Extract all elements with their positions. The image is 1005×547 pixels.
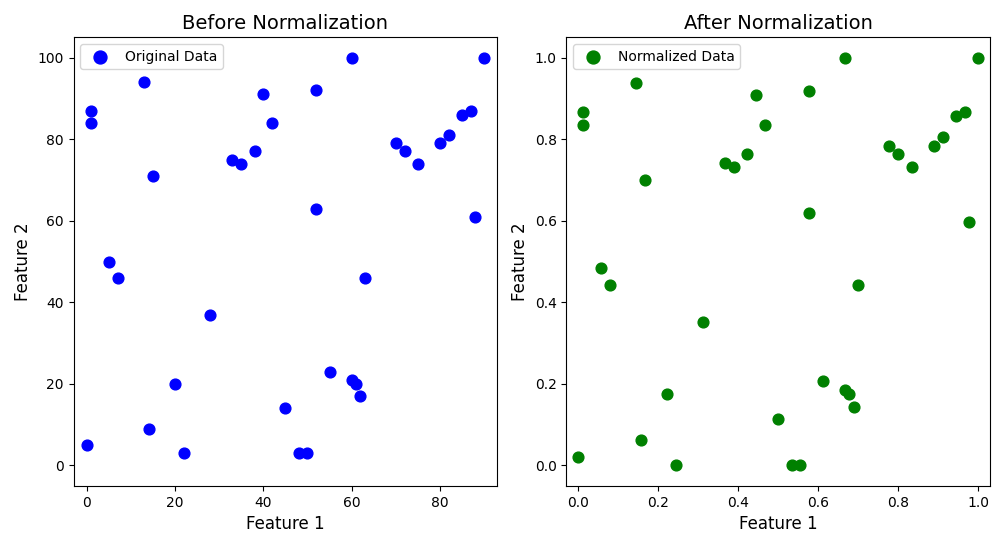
Normalized Data: [957, 108, 973, 117]
Original Data: [246, 147, 262, 156]
Original Data: [467, 212, 483, 221]
Normalized Data: [935, 133, 951, 142]
Normalized Data: [961, 217, 977, 226]
Original Data: [348, 380, 364, 388]
Original Data: [100, 257, 117, 266]
Legend: Normalized Data: Normalized Data: [574, 44, 741, 69]
X-axis label: Feature 1: Feature 1: [739, 515, 818, 533]
Original Data: [344, 53, 360, 62]
Legend: Original Data: Original Data: [80, 44, 223, 69]
Normalized Data: [717, 158, 733, 167]
Original Data: [78, 441, 94, 450]
Normalized Data: [841, 389, 857, 398]
Original Data: [233, 159, 249, 168]
Original Data: [110, 274, 126, 282]
Original Data: [353, 392, 369, 400]
Original Data: [357, 274, 373, 282]
Normalized Data: [926, 142, 942, 150]
X-axis label: Feature 1: Feature 1: [246, 515, 325, 533]
Normalized Data: [792, 461, 808, 470]
Normalized Data: [770, 415, 786, 423]
Normalized Data: [801, 209, 817, 218]
Original Data: [290, 449, 307, 458]
Normalized Data: [726, 162, 742, 171]
Normalized Data: [637, 175, 653, 184]
Normalized Data: [575, 120, 591, 129]
Normalized Data: [970, 53, 986, 62]
Original Data: [344, 375, 360, 384]
Normalized Data: [837, 53, 853, 62]
Original Data: [454, 110, 470, 119]
Original Data: [83, 106, 99, 115]
Original Data: [388, 139, 404, 148]
Normalized Data: [890, 150, 907, 159]
Original Data: [141, 424, 157, 433]
Original Data: [176, 449, 192, 458]
Normalized Data: [815, 377, 831, 386]
Normalized Data: [659, 389, 675, 398]
Normalized Data: [748, 91, 764, 100]
Original Data: [309, 204, 325, 213]
Normalized Data: [784, 461, 800, 470]
Normalized Data: [948, 112, 964, 121]
Y-axis label: Feature 2: Feature 2: [14, 222, 32, 301]
Original Data: [145, 172, 161, 181]
Normalized Data: [571, 453, 587, 462]
Original Data: [167, 380, 183, 388]
Title: After Normalization: After Normalization: [683, 14, 872, 33]
Normalized Data: [837, 386, 853, 394]
Original Data: [255, 90, 271, 98]
Original Data: [432, 139, 448, 148]
Normalized Data: [881, 142, 897, 150]
Original Data: [136, 78, 152, 86]
Normalized Data: [903, 162, 920, 171]
Original Data: [440, 131, 456, 139]
Y-axis label: Feature 2: Feature 2: [512, 222, 530, 301]
Normalized Data: [601, 280, 617, 289]
Normalized Data: [694, 318, 711, 327]
Normalized Data: [575, 108, 591, 117]
Original Data: [264, 119, 280, 127]
Normalized Data: [593, 264, 609, 272]
Original Data: [224, 155, 240, 164]
Normalized Data: [739, 150, 755, 159]
Title: Before Normalization: Before Normalization: [182, 14, 388, 33]
Normalized Data: [850, 280, 866, 289]
Normalized Data: [757, 120, 773, 129]
Original Data: [476, 53, 492, 62]
Original Data: [397, 147, 413, 156]
Original Data: [202, 310, 218, 319]
Normalized Data: [846, 402, 862, 411]
Original Data: [309, 86, 325, 95]
Original Data: [322, 367, 338, 376]
Original Data: [462, 106, 478, 115]
Original Data: [277, 404, 293, 413]
Normalized Data: [801, 87, 817, 96]
Normalized Data: [628, 78, 644, 87]
Normalized Data: [632, 436, 648, 445]
Original Data: [299, 449, 316, 458]
Original Data: [410, 159, 426, 168]
Normalized Data: [668, 461, 684, 470]
Original Data: [83, 119, 99, 127]
